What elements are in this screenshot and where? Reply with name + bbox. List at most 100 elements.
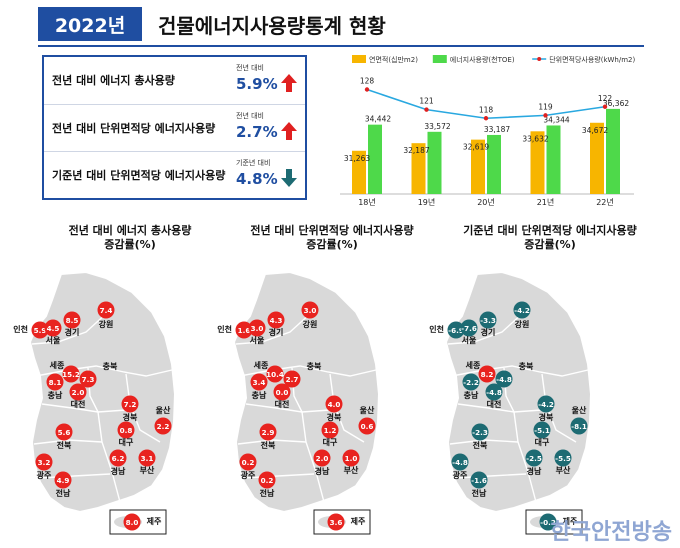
value-label: -1.6 — [471, 476, 487, 485]
region-name: 강원 — [99, 319, 114, 329]
map-title-line2: 증감률(%) — [104, 238, 156, 251]
summary-panel: 전년 대비 에너지 총사용량 전년 대비 5.9% 전년 대비 단위면적당 에너… — [42, 55, 307, 200]
region-name: 대구 — [535, 437, 550, 447]
value-bubble — [447, 321, 465, 339]
value-bubble — [44, 319, 62, 337]
region-name: 세종 — [254, 360, 269, 370]
region-name: 경북 — [539, 412, 554, 422]
bar-energy-label: 34,442 — [365, 115, 391, 124]
watermark-logo: 한국안전방송 — [550, 520, 672, 545]
value-bubble — [537, 395, 555, 413]
value-label: 3.1 — [141, 454, 154, 463]
value-bubble — [235, 321, 253, 339]
value-label: 2.0 — [316, 454, 329, 463]
value-bubble — [470, 471, 488, 489]
map-title-line1: 기준년 대비 단위면적당 에너지사용량 — [463, 224, 637, 237]
region-border — [291, 367, 325, 503]
value-bubble — [479, 311, 497, 329]
x-tick-label: 18년 — [358, 197, 376, 207]
value-bubble — [478, 365, 496, 383]
value-bubble — [266, 365, 284, 383]
region-name: 서울 — [462, 335, 477, 345]
x-tick-label: 21년 — [537, 197, 555, 207]
region-name: 인천 — [429, 324, 444, 334]
map-outline — [444, 270, 593, 514]
korea-map: 5.9 인천 4.5 서울 8.5 경기 7.4 강원 15.2세종 7.3 충북 8.1 충남 2.0 대… — [13, 270, 177, 535]
value-bubble — [570, 417, 588, 435]
value-bubble — [31, 321, 49, 339]
bar-area — [471, 139, 485, 194]
korea-map: -6.9 인천 -7.6 서울 -3.3 경기 -4.2 강원 8.2세종 -4.8 충북 -2.2 충… — [429, 270, 593, 535]
region-border — [33, 439, 103, 445]
region-name: 울산 — [572, 405, 587, 415]
region-border — [449, 439, 519, 445]
value-bubble — [525, 449, 543, 467]
value-label: 3.0 — [304, 306, 317, 315]
value-label: 6.2 — [112, 454, 125, 463]
value-label: 5.6 — [58, 428, 71, 437]
value-label: -4.2 — [538, 400, 554, 409]
value-bubble — [117, 421, 135, 439]
region-name: 전남 — [472, 488, 487, 498]
region-border — [455, 473, 527, 479]
region-name: 전남 — [56, 488, 71, 498]
year-badge: 2022년 — [38, 7, 142, 41]
value-label: 4.0 — [328, 400, 341, 409]
bar-area — [590, 122, 604, 194]
region-name: 경남 — [111, 466, 126, 476]
value-bubble — [154, 417, 172, 435]
value-label: 8.1 — [49, 378, 62, 387]
region-name: 부산 — [344, 465, 359, 475]
region-name: 경남 — [315, 466, 330, 476]
value-label: 1.6 — [238, 326, 251, 335]
x-tick-label: 19년 — [418, 197, 436, 207]
value-label: 4.5 — [47, 324, 60, 333]
region-border — [41, 403, 127, 413]
value-bubble — [258, 471, 276, 489]
value-label: 7.2 — [124, 400, 137, 409]
value-label: -0.2 — [540, 518, 556, 527]
region-name: 경남 — [527, 466, 542, 476]
region-name: 충남 — [48, 390, 63, 400]
value-bubble — [63, 311, 81, 329]
value-bubble — [138, 449, 156, 467]
summary-label: 기준년 대비 단위면적당 에너지사용량 — [52, 169, 226, 182]
value-label: 8.0 — [126, 518, 139, 527]
page-title: 건물에너지사용량통계 현황 — [158, 14, 386, 38]
value-label: -4.8 — [452, 458, 468, 467]
region-name: 전북 — [261, 440, 276, 450]
region-name: 전북 — [473, 440, 488, 450]
bar-area — [352, 150, 366, 194]
legend-label: 에너지사용량(천TOE) — [450, 55, 515, 64]
map-title-unit: 전년 대비 단위면적당 에너지사용량 증감률(%) — [226, 224, 438, 252]
line-point-label: 121 — [419, 97, 434, 106]
value-label: -2.2 — [463, 378, 479, 387]
region-name: 광주 — [37, 470, 52, 480]
region-name: 세종 — [466, 360, 481, 370]
value-bubble — [248, 319, 266, 337]
value-bubble — [342, 449, 360, 467]
region-name: 대구 — [119, 437, 134, 447]
summary-value: 2.7% — [236, 123, 278, 141]
korea-map: 1.6 인천 3.0 서울 4.3 경기 3.0 강원 10.4세종 2.7 충북 3.4 충남 0.0 대… — [217, 270, 381, 535]
value-label: 2.7 — [286, 375, 299, 384]
region-name: 제주 — [563, 516, 578, 526]
legend-label: 연면적(십만m2) — [369, 55, 418, 64]
region-name: 울산 — [156, 405, 171, 415]
map-outline — [232, 270, 381, 514]
chart-legend: 연면적(십만m2) 에너지사용량(천TOE) 단위면적당사용량(kWh/m2) — [352, 55, 635, 64]
value-bubble — [267, 311, 285, 329]
value-label: -8.1 — [571, 422, 587, 431]
value-bubble — [250, 373, 268, 391]
value-bubble — [495, 370, 513, 388]
value-label: 2.2 — [157, 422, 170, 431]
bar-energy — [487, 134, 501, 194]
region-border — [125, 373, 161, 443]
legend-label: 단위면적당사용량(kWh/m2) — [549, 55, 635, 64]
line-point-label: 119 — [538, 102, 553, 111]
region-name: 제주 — [147, 516, 162, 526]
summary-row-base: 기준년 대비 단위면적당 에너지사용량 기준년 대비 4.8% — [44, 151, 305, 198]
value-bubble — [460, 319, 478, 337]
region-name: 경기 — [65, 327, 80, 337]
